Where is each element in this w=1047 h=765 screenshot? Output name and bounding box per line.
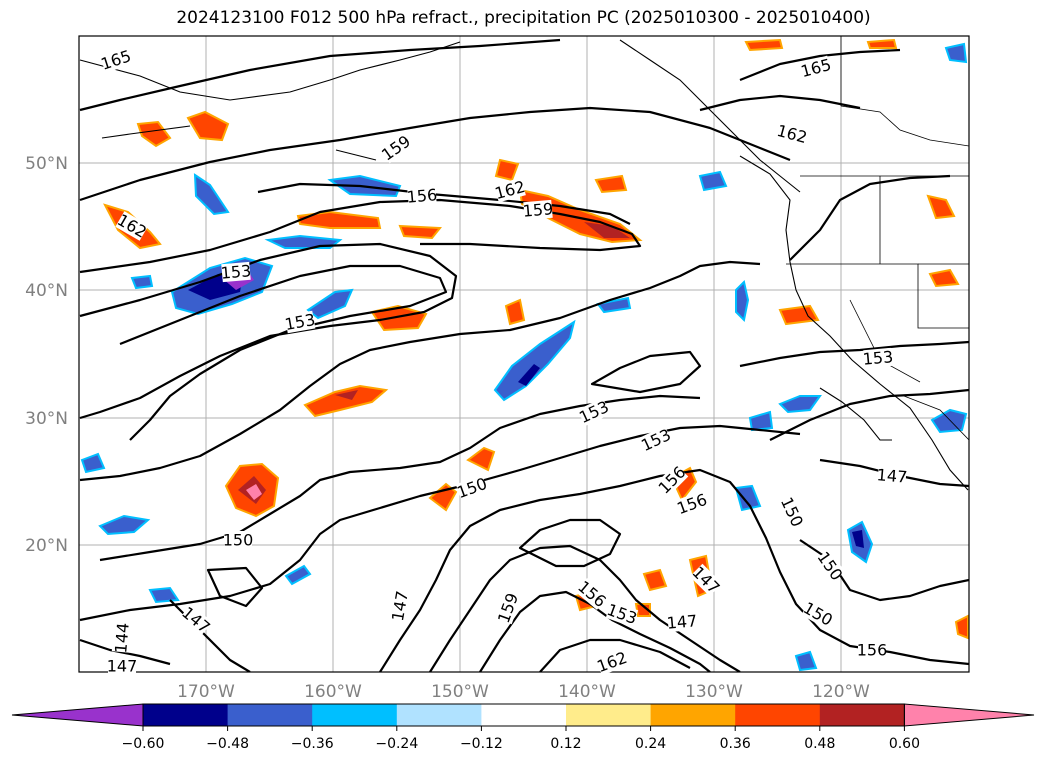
colorbar-tick-label: −0.36 <box>291 736 334 752</box>
colorbar-swatch <box>227 704 313 726</box>
contour-label-halo <box>800 55 832 81</box>
coastlines <box>79 39 969 491</box>
contour-label: 153 <box>862 347 894 369</box>
colorbar-tick-label: −0.12 <box>460 736 503 752</box>
lon-tick-label: 130°W <box>685 682 743 702</box>
contour-label-halo <box>863 347 893 369</box>
colorbar-tick-label: −0.48 <box>206 736 249 752</box>
contour-label-halo <box>115 211 149 241</box>
lon-tick-label: 160°W <box>304 682 362 702</box>
colorbar-swatch <box>312 704 398 726</box>
contour-label-halo <box>494 591 522 625</box>
lon-tick-label: 150°W <box>431 682 489 702</box>
contour-label-halo <box>877 465 907 487</box>
colorbar-swatch <box>481 704 567 726</box>
gridlines <box>79 36 969 672</box>
contour-label-halo <box>689 563 723 597</box>
contour-label-halo <box>111 623 133 653</box>
colorbar-swatch <box>650 704 736 726</box>
contour-label-halo <box>179 604 213 636</box>
contour-label-halo <box>777 495 807 529</box>
contour-label-halo <box>801 599 835 629</box>
contour-label: 147 <box>876 465 908 487</box>
contour-label-halo <box>284 310 316 334</box>
colorbar-swatch <box>735 704 821 726</box>
longitude-axis: 170°W 160°W 150°W 140°W 130°W 120°W <box>177 682 870 702</box>
contour-label: 156 <box>857 641 888 660</box>
map-title: 2024123100 F012 500 hPa refract., precip… <box>176 8 871 28</box>
contour-label-halo <box>595 648 629 676</box>
lat-tick-label: 30°N <box>25 409 68 429</box>
contour-label: 150 <box>223 531 254 550</box>
contour-label-halo <box>407 185 437 207</box>
colorbar-tick-label: −0.60 <box>122 736 165 752</box>
contour-label-halo <box>388 590 412 622</box>
contour-label-halo <box>379 132 413 164</box>
colorbar-extend-high <box>903 703 1035 727</box>
colorbar-tick-label: 0.60 <box>889 736 920 752</box>
colorbar-tick-label: 0.12 <box>550 736 581 752</box>
contour-label: 159 <box>522 199 554 221</box>
colorbar-swatch <box>819 704 905 726</box>
lon-tick-label: 120°W <box>812 682 870 702</box>
contour-label-halo <box>108 657 136 675</box>
contour-label-halo <box>776 121 808 147</box>
colorbar-extend-low <box>11 703 144 727</box>
contour-label-halo <box>224 531 252 549</box>
contour-label: 147 <box>666 611 698 633</box>
contour-label-halo <box>858 641 886 659</box>
contour-label: 153 <box>220 261 252 283</box>
contour-label: 144 <box>111 622 133 654</box>
map-border <box>78 35 970 673</box>
contour-label-halo <box>655 463 689 497</box>
colorbar-tick-label: −0.24 <box>375 736 418 752</box>
contour-label-halo <box>814 549 846 583</box>
colorbar-tick-label: 0.48 <box>804 736 835 752</box>
lat-tick-label: 40°N <box>25 281 68 301</box>
lon-tick-label: 140°W <box>558 682 616 702</box>
contour-label: 147 <box>107 657 138 676</box>
contour-label-halo <box>455 474 489 502</box>
contour-label-halo <box>605 600 639 628</box>
colorbar-swatch <box>143 704 229 726</box>
contour-label-halo <box>675 490 709 518</box>
colorbar-swatch <box>566 704 652 726</box>
contour-label-halo <box>494 177 526 203</box>
latitude-axis: 50°N 40°N 30°N 20°N <box>25 154 68 556</box>
colorbar-tick-label: 0.36 <box>720 736 751 752</box>
colorbar: −0.60 −0.48 −0.36 −0.24 −0.12 0.12 0.24 0.36 0.4… <box>11 703 1035 752</box>
lat-tick-label: 50°N <box>25 154 68 174</box>
contour-label-halo <box>667 611 697 633</box>
contour-label: 156 <box>406 185 438 207</box>
contour-label-halo <box>639 425 673 455</box>
colorbar-outline <box>142 703 905 727</box>
contour-label-halo <box>575 578 609 610</box>
contour-label-halo <box>577 397 611 427</box>
colorbar-swatch <box>396 704 482 726</box>
contour-label-halo <box>523 199 553 221</box>
lon-tick-label: 170°W <box>177 682 235 702</box>
colorbar-tick-label: 0.24 <box>635 736 666 752</box>
contour-label-halo <box>221 261 251 283</box>
lat-tick-label: 20°N <box>25 536 68 556</box>
contour-label-halo <box>99 47 133 73</box>
